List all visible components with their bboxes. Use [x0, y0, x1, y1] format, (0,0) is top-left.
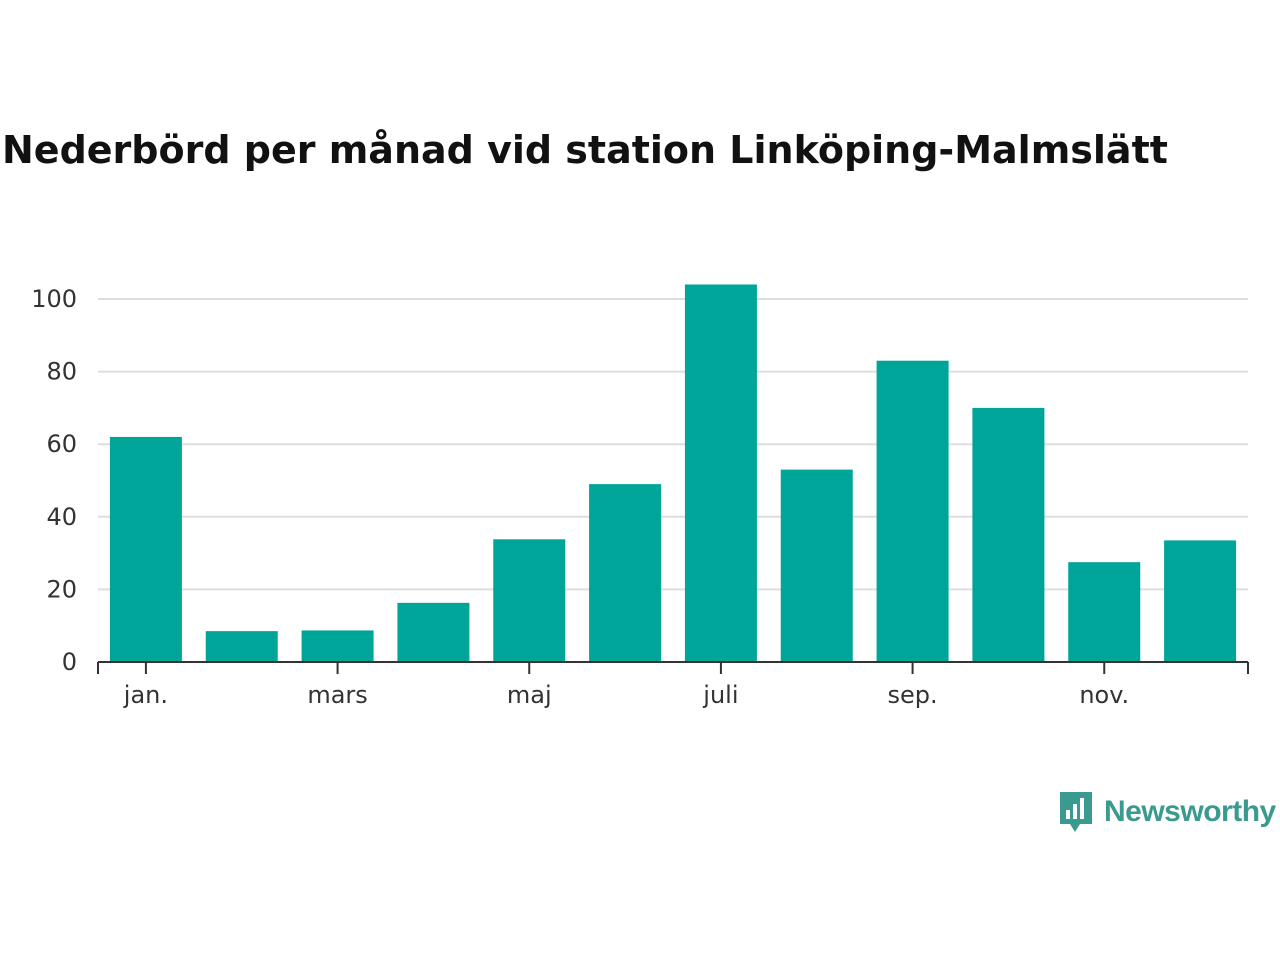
y-tick-label: 0 — [62, 648, 77, 676]
bar-apr — [397, 602, 470, 662]
bar-feb — [205, 631, 278, 662]
bars — [109, 284, 1237, 662]
bar-maj — [493, 539, 566, 662]
bar-juni — [589, 484, 662, 662]
gridlines — [98, 298, 1248, 591]
bar-sep — [876, 360, 949, 662]
brand-name: Newsworthy — [1104, 795, 1276, 828]
y-tick-label: 40 — [46, 503, 77, 531]
chart-title: Nederbörd per månad vid station Linköpin… — [2, 128, 1168, 172]
bar-mars — [301, 630, 374, 662]
newsworthy-logo-icon — [1060, 792, 1092, 832]
x-tick-label: juli — [702, 681, 738, 709]
bar-okt — [972, 407, 1045, 662]
y-tick-label: 100 — [31, 285, 77, 313]
bar-aug — [780, 469, 853, 662]
newsworthy-brand: Newsworthy — [1058, 790, 1276, 834]
bar-jan — [109, 436, 182, 662]
x-tick-label: maj — [507, 681, 552, 709]
x-tick-label: nov. — [1079, 681, 1129, 709]
bar-juli — [684, 284, 757, 662]
y-tick-label: 20 — [46, 575, 77, 603]
x-axis: jan. mars maj juli sep. nov. — [97, 661, 1249, 709]
x-tick-label: sep. — [888, 681, 938, 709]
y-tick-label: 80 — [46, 358, 77, 386]
y-tick-label: 60 — [46, 430, 77, 458]
x-tick-label: mars — [307, 681, 367, 709]
x-tick-label: jan. — [123, 681, 168, 709]
y-axis-ticks: 0 20 40 60 80 100 — [31, 285, 77, 676]
bar-dec — [1164, 540, 1237, 662]
bar-nov — [1068, 562, 1141, 662]
